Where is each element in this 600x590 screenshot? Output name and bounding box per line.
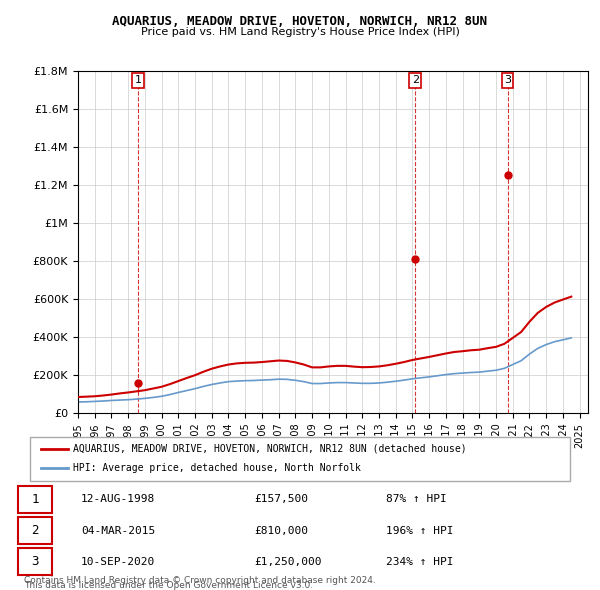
Text: AQUARIUS, MEADOW DRIVE, HOVETON, NORWICH, NR12 8UN (detached house): AQUARIUS, MEADOW DRIVE, HOVETON, NORWICH… <box>73 444 467 454</box>
Text: This data is licensed under the Open Government Licence v3.0.: This data is licensed under the Open Gov… <box>24 581 313 590</box>
Text: £157,500: £157,500 <box>254 494 308 504</box>
Text: 2: 2 <box>412 76 419 86</box>
FancyBboxPatch shape <box>30 437 570 481</box>
Text: 3: 3 <box>31 555 39 568</box>
Text: 04-MAR-2015: 04-MAR-2015 <box>81 526 155 536</box>
FancyBboxPatch shape <box>18 486 52 513</box>
Text: 12-AUG-1998: 12-AUG-1998 <box>81 494 155 504</box>
Text: 87% ↑ HPI: 87% ↑ HPI <box>386 494 447 504</box>
Text: £1,250,000: £1,250,000 <box>254 557 322 566</box>
Text: Price paid vs. HM Land Registry's House Price Index (HPI): Price paid vs. HM Land Registry's House … <box>140 27 460 37</box>
Text: £810,000: £810,000 <box>254 526 308 536</box>
Text: 3: 3 <box>504 76 511 86</box>
Text: 1: 1 <box>134 76 142 86</box>
Text: 234% ↑ HPI: 234% ↑ HPI <box>386 557 454 566</box>
Text: Contains HM Land Registry data © Crown copyright and database right 2024.: Contains HM Land Registry data © Crown c… <box>24 576 376 585</box>
FancyBboxPatch shape <box>18 548 52 575</box>
FancyBboxPatch shape <box>18 517 52 544</box>
Text: 2: 2 <box>31 524 39 537</box>
Text: 196% ↑ HPI: 196% ↑ HPI <box>386 526 454 536</box>
Text: AQUARIUS, MEADOW DRIVE, HOVETON, NORWICH, NR12 8UN: AQUARIUS, MEADOW DRIVE, HOVETON, NORWICH… <box>113 15 487 28</box>
Text: 10-SEP-2020: 10-SEP-2020 <box>81 557 155 566</box>
Text: HPI: Average price, detached house, North Norfolk: HPI: Average price, detached house, Nort… <box>73 464 361 473</box>
Text: 1: 1 <box>31 493 39 506</box>
